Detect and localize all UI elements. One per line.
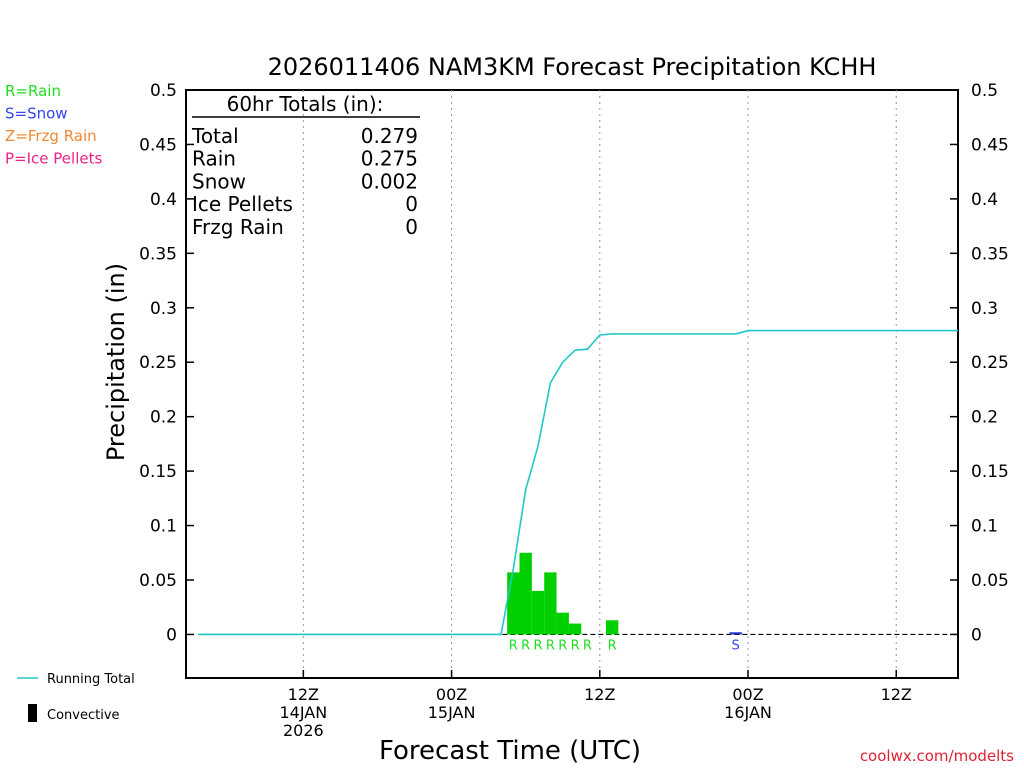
x-tick-label: 00Z (436, 685, 467, 704)
x-tick-label: 2026 (283, 721, 324, 740)
ptype-legend-entry: S=Snow (5, 105, 68, 123)
y-tick-label-left: 0.2 (150, 408, 177, 428)
precip-bar (519, 552, 532, 635)
totals-label: Frzg Rain (192, 215, 284, 239)
precip-bar (507, 572, 520, 635)
convective-legend-swatch (28, 704, 37, 722)
y-tick-label-right: 0.15 (971, 462, 1009, 482)
totals-label: Rain (192, 147, 236, 171)
x-axis-label: Forecast Time (UTC) (379, 736, 641, 766)
totals-label: Snow (192, 169, 246, 193)
ptype-label: R (571, 638, 580, 653)
convective-legend-label: Convective (47, 708, 120, 723)
totals-label: Ice Pellets (192, 192, 293, 216)
ptype-label: R (558, 638, 567, 653)
ptype-legend-entry: R=Rain (5, 82, 61, 100)
ptype-label: R (583, 638, 592, 653)
plot-frame (185, 89, 959, 679)
ptype-label: R (608, 638, 617, 653)
ptype-legend-entry: P=Ice Pellets (5, 150, 102, 168)
y-tick-label-right: 0.25 (971, 353, 1009, 373)
precip-bar (556, 612, 569, 635)
totals-value: 0 (405, 192, 418, 216)
y-tick-label-right: 0 (971, 625, 982, 645)
x-tick-label: 00Z (732, 685, 763, 704)
precip-bar (605, 620, 619, 635)
y-tick-label-left: 0.05 (139, 571, 177, 591)
totals-value: 0.002 (361, 169, 418, 193)
totals-value: 0.275 (361, 147, 418, 171)
precip-bar (568, 623, 582, 635)
site-credit: coolwx.com/modelts (860, 747, 1014, 765)
y-axis-label: Precipitation (in) (102, 263, 130, 461)
y-tick-label-right: 0.2 (971, 408, 998, 428)
x-tick-label: 12Z (584, 685, 615, 704)
precip-bar (531, 590, 545, 635)
y-tick-label-left: 0.3 (150, 299, 177, 319)
totals-label: Total (191, 124, 239, 148)
chart-title: 2026011406 NAM3KM Forecast Precipitation… (268, 53, 877, 81)
x-tick-label: 12Z (288, 685, 319, 704)
precip-bar (544, 572, 557, 635)
totals-value: 0.279 (361, 124, 418, 148)
ptype-legend-entry: Z=Frzg Rain (5, 127, 97, 145)
x-tick-label: 12Z (881, 685, 912, 704)
y-tick-label-right: 0.5 (971, 81, 998, 101)
y-tick-label-right: 0.05 (971, 571, 1009, 591)
y-tick-label-left: 0.25 (139, 353, 177, 373)
y-tick-label-right: 0.35 (971, 244, 1009, 264)
ptype-label: R (521, 638, 530, 653)
y-tick-label-right: 0.4 (971, 190, 998, 210)
running-total-legend-label: Running Total (47, 672, 135, 687)
y-tick-label-right: 0.1 (971, 517, 998, 537)
ptype-label: S (732, 638, 740, 653)
y-tick-label-left: 0.1 (150, 517, 177, 537)
totals-header: 60hr Totals (in): (227, 92, 384, 116)
y-tick-label-left: 0.4 (150, 190, 177, 210)
totals-value: 0 (405, 215, 418, 239)
y-tick-label-left: 0.5 (150, 81, 177, 101)
precip-bar (729, 632, 742, 635)
running-total-line (198, 329, 958, 636)
y-tick-label-right: 0.45 (971, 135, 1009, 155)
x-tick-label: 14JAN (279, 703, 327, 722)
y-tick-label-right: 0.3 (971, 299, 998, 319)
ptype-label: R (534, 638, 543, 653)
ptype-label: R (509, 638, 518, 653)
y-tick-label-left: 0 (166, 625, 177, 645)
x-tick-label: 16JAN (724, 703, 772, 722)
ptype-label: R (546, 638, 555, 653)
y-tick-label-left: 0.45 (139, 135, 177, 155)
y-tick-label-left: 0.15 (139, 462, 177, 482)
y-tick-label-left: 0.35 (139, 244, 177, 264)
x-tick-label: 15JAN (428, 703, 476, 722)
